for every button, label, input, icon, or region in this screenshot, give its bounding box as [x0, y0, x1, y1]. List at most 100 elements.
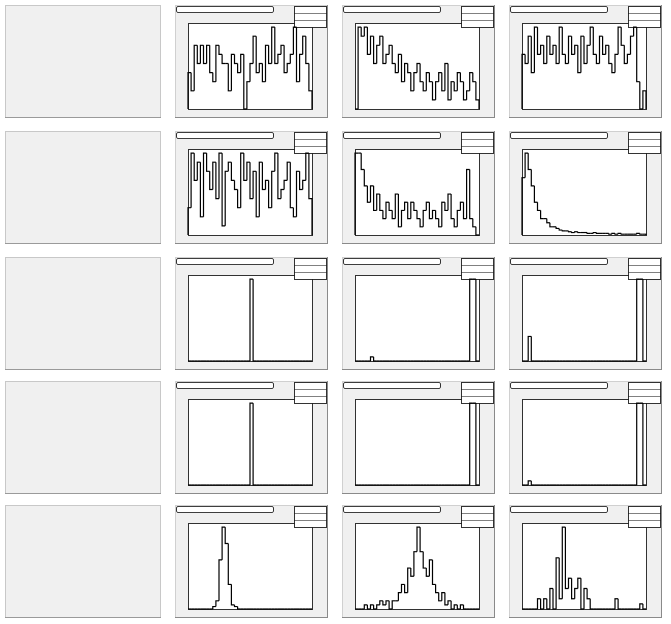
histogram-bin: [577, 577, 581, 589]
histogram-bin: [428, 202, 433, 220]
panel-shadow: [509, 257, 662, 370]
histogram-bin: [308, 63, 313, 109]
histogram-bin: [274, 152, 278, 172]
histogram-panel: [342, 5, 495, 118]
histogram-bin: [574, 44, 578, 55]
histogram-bin: [546, 598, 550, 610]
histogram-bin: [540, 210, 544, 220]
histogram-bin: [447, 600, 452, 605]
histogram-bin: [289, 162, 294, 209]
title-box: [176, 6, 274, 13]
histogram-bin: [614, 53, 619, 73]
histogram-bin: [277, 153, 281, 200]
histogram-bin: [369, 356, 374, 361]
histogram-bin: [636, 232, 640, 235]
histogram-bin: [286, 62, 291, 73]
histogram-panel: [342, 505, 495, 618]
panel-shadow: [175, 505, 328, 618]
histogram-bin: [283, 45, 288, 74]
histogram-bin: [305, 152, 309, 181]
histogram-bin: [196, 45, 201, 65]
histogram-bin: [441, 592, 445, 601]
histogram-bin: [289, 53, 294, 64]
histogram-bin: [413, 202, 417, 212]
histogram-bin: [388, 202, 393, 212]
histogram-bin: [419, 63, 424, 83]
histogram-bin: [549, 36, 553, 55]
histogram-bin: [524, 152, 529, 178]
histogram-bin: [258, 62, 263, 73]
histogram-bin: [577, 45, 581, 74]
histogram-bin: [400, 54, 405, 83]
histogram-bin: [407, 202, 411, 220]
histogram-bin: [536, 598, 541, 609]
histogram-bin: [416, 210, 421, 220]
histogram-bin: [589, 598, 594, 610]
side-panel: [5, 505, 161, 618]
histogram-bin: [187, 71, 192, 109]
histogram-bin: [438, 592, 442, 602]
histogram-bin: [533, 26, 538, 73]
histogram-bin: [366, 185, 371, 203]
histogram-bin: [425, 568, 430, 577]
histogram-bin: [397, 592, 402, 601]
stats-box: [461, 132, 494, 154]
histogram-bin: [614, 598, 619, 609]
histogram-bin: [549, 222, 553, 228]
histogram-bin: [462, 604, 467, 610]
histogram-bin: [447, 193, 452, 211]
histogram-bin: [614, 233, 619, 235]
histogram-panel: [509, 381, 662, 494]
stats-box: [294, 258, 327, 280]
histogram-bin: [404, 201, 408, 211]
histogram-bin: [453, 604, 458, 609]
histogram-bin: [230, 584, 235, 606]
plot-frame: [355, 149, 480, 236]
histogram-bin: [453, 218, 458, 228]
histogram-bin: [608, 45, 612, 65]
histogram-bin: [555, 45, 560, 65]
histogram-bin: [456, 604, 461, 610]
histogram-bin: [382, 210, 386, 220]
histogram-bin: [571, 36, 575, 55]
histogram-bin: [240, 152, 244, 208]
title-box: [176, 132, 274, 139]
histogram-bin: [394, 193, 399, 219]
histogram-bin: [357, 26, 362, 109]
histogram-bin: [444, 202, 448, 212]
histogram-bin: [206, 44, 210, 64]
histogram-bin: [530, 169, 535, 187]
histogram-bin: [592, 27, 597, 55]
title-box: [510, 6, 608, 13]
histogram-bin: [564, 54, 569, 65]
histogram-panel: [342, 257, 495, 370]
stats-box: [628, 506, 661, 528]
stats-box: [628, 6, 661, 28]
histogram-bin: [230, 162, 235, 181]
histogram-bin: [521, 177, 526, 235]
title-box: [343, 6, 441, 13]
histogram-bin: [212, 161, 216, 190]
histogram-bin: [299, 171, 303, 191]
histogram-bin: [536, 202, 541, 212]
histogram-bin: [571, 578, 575, 600]
histogram-panel: [175, 131, 328, 244]
histogram-bin: [642, 90, 647, 109]
title-box: [343, 132, 441, 139]
histogram-bin: [595, 54, 600, 65]
title-box: [510, 382, 608, 389]
histogram-bin: [459, 201, 464, 211]
panel-shadow: [175, 131, 328, 244]
histogram-bin: [209, 171, 213, 191]
histogram-bin: [425, 71, 430, 91]
histogram-bin: [617, 26, 622, 55]
stats-box: [294, 382, 327, 404]
histogram-panel: [509, 505, 662, 618]
panel-shadow: [342, 131, 495, 244]
histogram-bin: [540, 598, 544, 610]
histogram-bin: [190, 152, 195, 208]
histogram-bin: [400, 583, 405, 593]
histogram-bin: [233, 54, 238, 65]
histogram-bin: [558, 557, 563, 600]
